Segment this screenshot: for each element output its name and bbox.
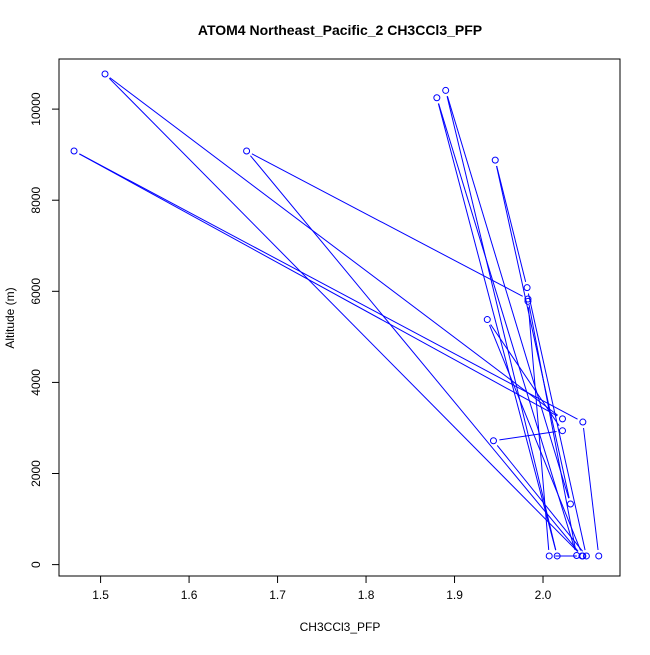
y-tick-label: 2000 <box>29 460 43 487</box>
series-lines <box>79 77 599 557</box>
data-point <box>489 437 497 445</box>
series-line-segment <box>79 153 558 417</box>
data-point <box>553 552 561 560</box>
plot-frame <box>58 58 621 577</box>
data-point <box>524 297 532 305</box>
series-line-segment <box>79 153 578 420</box>
y-axis: 0 2000 4000 6000 8000 10000 <box>29 92 59 568</box>
series-line-segment <box>499 431 557 441</box>
series-line-segment <box>251 153 523 297</box>
data-point <box>558 415 566 423</box>
y-tick-label: 6000 <box>29 278 43 305</box>
data-point <box>101 70 109 78</box>
series-line-segment <box>250 155 579 552</box>
data-point <box>595 552 603 560</box>
y-tick-label: 8000 <box>29 187 43 214</box>
series-line-segment <box>490 324 560 427</box>
data-point <box>483 316 491 324</box>
x-axis: 1.5 1.6 1.7 1.8 1.9 2.0 <box>92 576 552 602</box>
data-point <box>545 552 553 560</box>
data-point <box>433 94 441 102</box>
x-tick-label: 1.6 <box>181 588 198 602</box>
y-tick-label: 0 <box>29 561 43 568</box>
series-line-segment <box>108 77 579 553</box>
data-point <box>566 500 574 508</box>
series-line-segment <box>583 427 599 551</box>
series-line-segment <box>527 307 550 551</box>
series-line-segment <box>528 304 577 550</box>
series-line-segment <box>438 103 576 550</box>
data-point <box>70 147 78 155</box>
series-line-segment <box>446 96 570 499</box>
series-line-segment <box>496 445 583 552</box>
x-tick-label: 1.8 <box>358 588 375 602</box>
series-line-segment <box>437 103 557 551</box>
x-tick-label: 2.0 <box>535 588 552 602</box>
series-line-segment <box>109 77 558 416</box>
data-point <box>442 86 450 94</box>
data-point <box>243 147 251 155</box>
series-line-segment <box>496 165 527 282</box>
data-point <box>491 156 499 164</box>
data-point <box>558 427 566 435</box>
data-point <box>523 284 531 292</box>
x-tick-label: 1.9 <box>446 588 463 602</box>
y-axis-label: Altitude (m) <box>3 287 17 348</box>
x-axis-label: CH3CCl3_PFP <box>300 620 381 634</box>
x-tick-label: 1.5 <box>92 588 109 602</box>
data-point <box>579 418 587 426</box>
series-line-segment <box>496 165 570 499</box>
data-point <box>524 295 532 303</box>
data-point <box>579 552 587 560</box>
y-tick-label: 4000 <box>29 369 43 396</box>
chart-title: ATOM4 Northeast_Pacific_2 CH3CCl3_PFP <box>198 22 482 38</box>
series-line-segment <box>446 96 557 551</box>
series-line-segment <box>489 324 582 551</box>
series-points <box>70 70 603 560</box>
data-point <box>582 552 590 560</box>
x-tick-label: 1.7 <box>269 588 286 602</box>
y-tick-label: 10000 <box>29 92 43 126</box>
